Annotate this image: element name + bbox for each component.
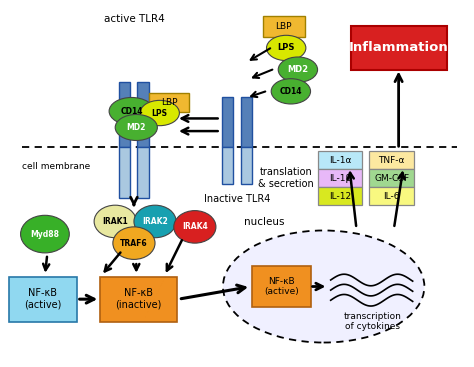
FancyBboxPatch shape xyxy=(137,148,149,198)
Text: IL-12: IL-12 xyxy=(329,192,351,201)
FancyBboxPatch shape xyxy=(351,26,447,70)
FancyBboxPatch shape xyxy=(222,148,234,184)
FancyBboxPatch shape xyxy=(318,170,362,187)
Text: cell membrane: cell membrane xyxy=(21,162,90,171)
Ellipse shape xyxy=(113,227,155,259)
Text: NF-κB
(active): NF-κB (active) xyxy=(264,277,299,296)
Ellipse shape xyxy=(174,211,216,243)
FancyBboxPatch shape xyxy=(9,277,77,322)
FancyBboxPatch shape xyxy=(369,188,414,205)
Text: CD14: CD14 xyxy=(280,87,302,96)
Text: active TLR4: active TLR4 xyxy=(103,14,164,23)
Text: nucleus: nucleus xyxy=(244,217,284,227)
FancyBboxPatch shape xyxy=(369,151,414,169)
FancyBboxPatch shape xyxy=(318,151,362,169)
FancyBboxPatch shape xyxy=(263,16,305,37)
Text: Inflammation: Inflammation xyxy=(349,41,448,54)
Text: Inactive TLR4: Inactive TLR4 xyxy=(204,195,270,204)
Ellipse shape xyxy=(94,205,137,238)
FancyBboxPatch shape xyxy=(240,148,252,184)
Ellipse shape xyxy=(134,205,176,238)
Text: IRAK1: IRAK1 xyxy=(102,217,128,226)
FancyBboxPatch shape xyxy=(369,170,414,187)
FancyBboxPatch shape xyxy=(100,277,177,322)
Text: transcription
of cytokines: transcription of cytokines xyxy=(344,312,402,331)
Text: IRAK2: IRAK2 xyxy=(142,217,168,226)
Ellipse shape xyxy=(266,35,306,61)
Text: NF-κB
(inactive): NF-κB (inactive) xyxy=(116,288,162,310)
Ellipse shape xyxy=(115,115,157,141)
FancyBboxPatch shape xyxy=(137,82,149,148)
Text: translation
& secretion: translation & secretion xyxy=(258,167,314,189)
FancyBboxPatch shape xyxy=(222,97,234,148)
Text: TRAF6: TRAF6 xyxy=(120,239,148,248)
FancyBboxPatch shape xyxy=(118,148,130,198)
Ellipse shape xyxy=(140,100,179,126)
FancyBboxPatch shape xyxy=(240,97,252,148)
Ellipse shape xyxy=(223,230,424,342)
Text: TNF-α: TNF-α xyxy=(378,156,405,164)
FancyBboxPatch shape xyxy=(149,93,189,112)
Text: IL-1β: IL-1β xyxy=(329,174,351,182)
Text: Myd88: Myd88 xyxy=(30,230,59,239)
Text: LPS: LPS xyxy=(277,43,295,52)
Ellipse shape xyxy=(20,215,69,253)
Text: IL-1α: IL-1α xyxy=(329,156,351,164)
FancyBboxPatch shape xyxy=(318,188,362,205)
Text: CD14: CD14 xyxy=(120,107,143,116)
Text: IRAK4: IRAK4 xyxy=(182,222,208,231)
Text: IL-6: IL-6 xyxy=(383,192,400,201)
Text: LBP: LBP xyxy=(161,98,177,107)
Text: LPS: LPS xyxy=(152,109,168,117)
Text: MD2: MD2 xyxy=(127,123,146,132)
Ellipse shape xyxy=(271,79,310,104)
Text: NF-κB
(active): NF-κB (active) xyxy=(24,288,61,310)
Text: LBP: LBP xyxy=(275,22,292,31)
Text: GM-CSF: GM-CSF xyxy=(374,174,409,182)
FancyBboxPatch shape xyxy=(118,82,130,148)
Ellipse shape xyxy=(109,98,154,125)
Text: MD2: MD2 xyxy=(287,65,309,74)
Ellipse shape xyxy=(278,57,318,82)
FancyBboxPatch shape xyxy=(252,266,311,307)
